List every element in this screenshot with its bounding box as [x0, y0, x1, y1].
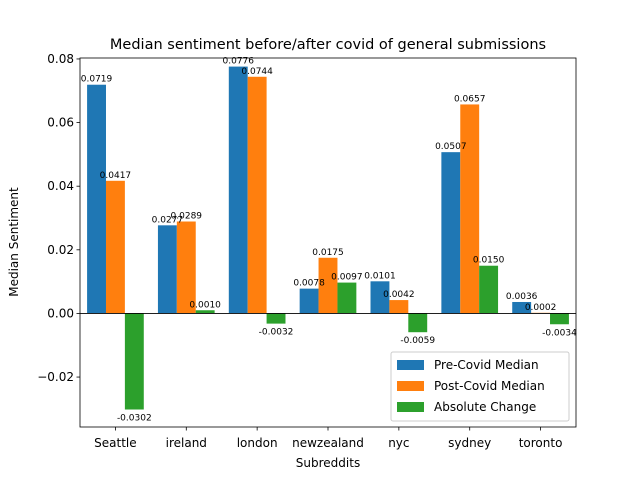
bar [176, 221, 196, 314]
legend-swatch [397, 402, 424, 412]
bar-value-label: 0.0744 [241, 67, 273, 77]
bar [299, 288, 319, 314]
x-tick-label: london [237, 436, 278, 450]
bar-value-label: 0.0078 [293, 279, 325, 289]
bar-value-label: -0.0302 [117, 414, 152, 424]
y-tick-label: 0.02 [47, 243, 74, 257]
legend-label: Absolute Change [434, 400, 536, 414]
legend-label: Pre-Covid Median [434, 358, 539, 372]
bar-value-label: -0.0034 [542, 328, 577, 338]
y-axis-label: Median Sentiment [7, 187, 21, 297]
bar [105, 180, 125, 314]
data-labels-group: 0.0719 0.0277 0.0776 0.0078 0.0101 0.0507 0.00… [81, 57, 577, 424]
bar-value-label: 0.0002 [525, 303, 557, 313]
x-tick-label: newzealand [292, 436, 364, 450]
bar [247, 76, 267, 314]
x-axis: Seattle ireland london newzealand nyc sydney t… [94, 427, 562, 450]
y-tick-label: 0.04 [47, 179, 74, 193]
bar-value-label: 0.0417 [100, 171, 132, 181]
bar-value-label: 0.0277 [152, 215, 184, 225]
bar [512, 301, 532, 314]
bar [550, 313, 569, 325]
bar-value-label: 0.0289 [171, 212, 203, 222]
bar-value-label: 0.0010 [189, 300, 221, 310]
legend-swatch [397, 360, 424, 370]
bar [479, 265, 499, 314]
bars-group [87, 66, 569, 410]
bar [370, 281, 390, 314]
x-tick-label: sydney [448, 436, 491, 450]
bar-value-label: 0.0150 [473, 256, 505, 266]
y-tick-label: 0.08 [47, 52, 74, 66]
legend: Pre-Covid Median Post-Covid Median Absolut… [390, 351, 570, 422]
bar [337, 282, 357, 314]
x-tick-label: ireland [166, 436, 207, 450]
y-tick-label: −0.02 [37, 370, 74, 384]
bar [124, 313, 144, 410]
y-axis: −0.02 0.00 0.02 0.04 0.06 0.08 [37, 52, 80, 384]
x-tick-label: Seattle [94, 436, 136, 450]
bar [157, 225, 177, 314]
bar-value-label: 0.0097 [331, 273, 363, 283]
bar-value-label: 0.0719 [81, 75, 113, 85]
bar [266, 313, 286, 324]
x-tick-label: toronto [519, 436, 563, 450]
legend-frame [390, 351, 570, 422]
x-tick-label: nyc [388, 436, 409, 450]
chart-title: Median sentiment before/after covid of g… [110, 37, 546, 53]
bar-value-label: 0.0657 [454, 94, 486, 104]
legend-label: Post-Covid Median [434, 379, 545, 393]
y-tick-label: 0.06 [47, 116, 74, 130]
bar [87, 84, 106, 314]
bar [389, 300, 409, 314]
bar-value-label: -0.0059 [400, 336, 435, 346]
bar [228, 66, 248, 314]
bar-value-label: -0.0032 [259, 328, 294, 338]
bar [318, 257, 338, 314]
bar-value-label: 0.0042 [383, 290, 415, 300]
bar-value-label: 0.0036 [506, 292, 538, 302]
bar-value-label: 0.0101 [364, 271, 396, 281]
bar [441, 152, 461, 314]
bar [195, 310, 215, 314]
legend-swatch [397, 381, 424, 391]
bar-value-label: 0.0507 [435, 142, 467, 152]
bar-value-label: 0.0776 [223, 57, 255, 67]
y-tick-label: 0.00 [47, 306, 74, 320]
bar-value-label: 0.0175 [312, 248, 344, 258]
bar [408, 313, 428, 333]
bar [460, 104, 480, 314]
x-axis-label: Subreddits [296, 456, 360, 470]
